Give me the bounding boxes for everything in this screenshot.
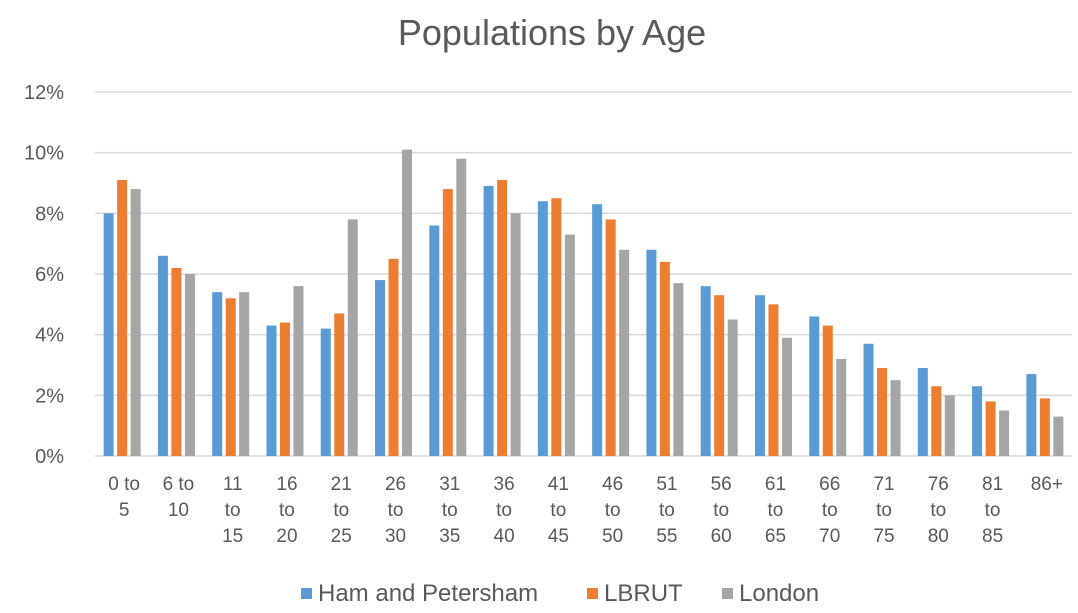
bar-ham-and-petersham — [429, 225, 440, 456]
bar-london — [130, 189, 141, 457]
bar-london — [293, 286, 304, 456]
bar-ham-and-petersham — [103, 213, 114, 456]
bar-lbrut — [768, 304, 779, 456]
legend-label: LBRUT — [604, 580, 683, 607]
gridlines — [95, 91, 1072, 457]
bar-london — [184, 274, 195, 456]
bar-lbrut — [279, 322, 290, 456]
bar-ham-and-petersham — [320, 328, 331, 456]
bar-ham-and-petersham — [917, 368, 928, 456]
bar-lbrut — [225, 298, 236, 456]
bar-ham-and-petersham — [266, 325, 277, 456]
bar-ham-and-petersham — [646, 249, 657, 456]
bar-ham-and-petersham — [700, 286, 711, 456]
bar-lbrut — [442, 189, 453, 457]
x-category-label: 81 to 85 — [982, 474, 1003, 547]
bar-london — [619, 249, 630, 456]
y-tick-label: 10% — [24, 143, 64, 165]
bar-lbrut — [334, 313, 345, 456]
x-category-label: 41 to 45 — [548, 474, 569, 547]
bar-lbrut — [551, 198, 562, 456]
bar-london — [347, 219, 358, 456]
bar-london — [564, 234, 575, 456]
bar-london — [673, 283, 684, 456]
x-category-label: 21 to 25 — [331, 474, 352, 547]
legend-label: Ham and Petersham — [318, 580, 538, 607]
bar-ham-and-petersham — [375, 280, 386, 456]
bar-ham-and-petersham — [483, 186, 494, 457]
bar-london — [999, 410, 1010, 456]
x-category-label: 76 to 80 — [928, 474, 949, 547]
bar-ham-and-petersham — [863, 343, 874, 456]
bar-ham-and-petersham — [592, 204, 603, 456]
bar-lbrut — [931, 386, 942, 456]
y-tick-label: 6% — [35, 264, 64, 286]
x-category-label: 71 to 75 — [873, 474, 894, 547]
bar-lbrut — [605, 219, 616, 456]
x-category-label: 0 to 5 — [108, 474, 140, 521]
x-category-label: 16 to 20 — [276, 474, 297, 547]
bar-london — [402, 149, 413, 456]
y-tick-label: 8% — [35, 203, 64, 225]
legend: Ham and Petersham LBRUT London — [301, 580, 819, 607]
x-category-label: 26 to 30 — [385, 474, 406, 547]
bar-lbrut — [497, 179, 508, 456]
bar-london — [239, 292, 250, 456]
bar-london — [456, 158, 467, 456]
bar-london — [836, 358, 847, 456]
x-category-label: 11 to 15 — [222, 474, 243, 547]
bar-lbrut — [822, 325, 833, 456]
bars — [103, 149, 1064, 457]
bar-london — [944, 395, 955, 456]
bar-lbrut — [117, 179, 128, 456]
chart-title: Populations by Age — [398, 12, 706, 53]
bar-lbrut — [171, 267, 182, 456]
bar-london — [510, 213, 521, 456]
legend-swatch — [587, 588, 598, 599]
bar-ham-and-petersham — [537, 201, 548, 456]
x-category-label: 46 to 50 — [602, 474, 623, 547]
bar-lbrut — [985, 401, 996, 456]
bar-london — [781, 337, 792, 456]
bar-ham-and-petersham — [212, 292, 223, 456]
x-category-label: 36 to 40 — [494, 474, 515, 547]
bar-lbrut — [714, 295, 725, 456]
x-category-label: 31 to 35 — [439, 474, 460, 547]
legend-label: London — [739, 580, 819, 607]
x-category-label: 56 to 60 — [711, 474, 732, 547]
legend-swatch — [301, 588, 312, 599]
bar-lbrut — [1039, 398, 1050, 456]
y-tick-label: 0% — [35, 446, 64, 468]
legend-swatch — [722, 588, 733, 599]
bar-ham-and-petersham — [1026, 374, 1037, 456]
x-category-label: 61 to 65 — [765, 474, 786, 547]
bar-lbrut — [659, 261, 670, 456]
bar-ham-and-petersham — [754, 295, 765, 456]
y-tick-label: 4% — [35, 325, 64, 347]
bar-lbrut — [877, 368, 888, 456]
bar-ham-and-petersham — [972, 386, 983, 456]
x-category-label: 86+ — [1031, 474, 1063, 495]
x-category-label: 51 to 55 — [656, 474, 677, 547]
bar-ham-and-petersham — [809, 316, 820, 456]
bar-london — [727, 319, 738, 456]
x-category-label: 6 to 10 — [163, 474, 195, 521]
y-tick-label: 12% — [24, 82, 64, 104]
bar-lbrut — [388, 258, 399, 456]
bar-london — [890, 380, 901, 456]
bar-london — [1053, 416, 1064, 456]
x-axis-category-labels: 0 to 5 6 to 10 11 to 15 16 to 20 21 to 25 26 to 30 31 to 3… — [108, 474, 1063, 547]
y-tick-label: 2% — [35, 385, 64, 407]
bar-ham-and-petersham — [157, 255, 168, 456]
y-axis-tick-labels: 0% 2% 4% 6% 8% 10% 12% — [24, 82, 64, 468]
x-category-label: 66 to 70 — [819, 474, 840, 547]
